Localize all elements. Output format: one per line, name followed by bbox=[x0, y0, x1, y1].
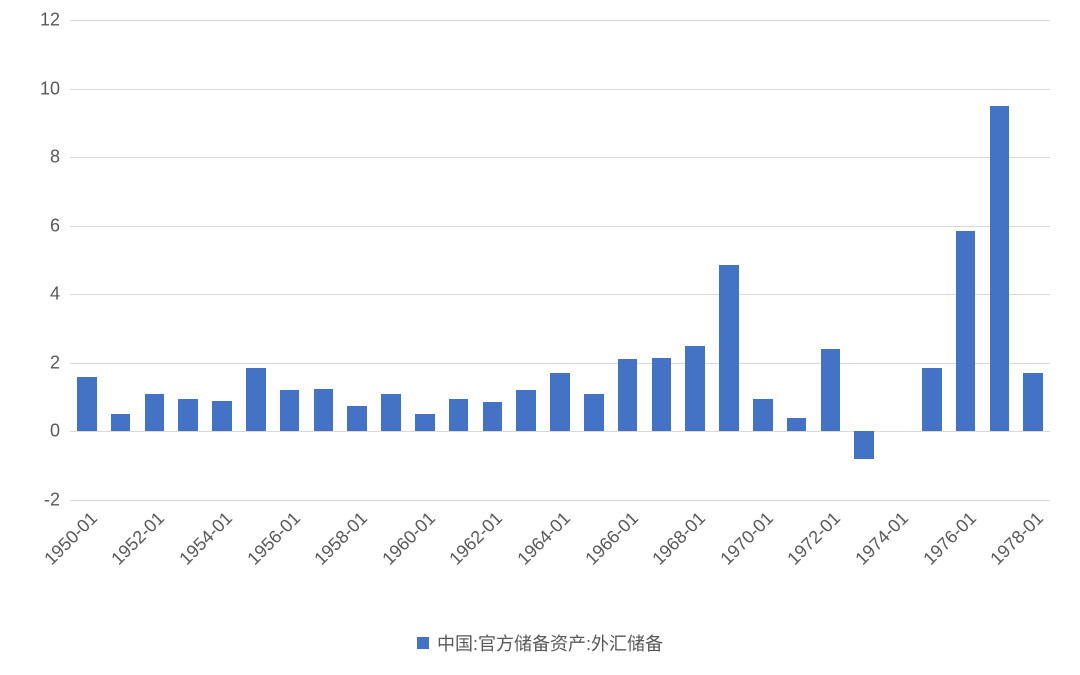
y-tick-label: 12 bbox=[40, 10, 70, 31]
gridline bbox=[70, 294, 1050, 295]
bar bbox=[990, 106, 1010, 432]
y-tick-label: 4 bbox=[50, 284, 70, 305]
bar bbox=[1023, 373, 1043, 431]
bar bbox=[415, 414, 435, 431]
bar bbox=[922, 368, 942, 431]
y-tick-label: 10 bbox=[40, 78, 70, 99]
bar bbox=[347, 406, 367, 432]
bar bbox=[618, 359, 638, 431]
bar bbox=[280, 390, 300, 431]
plot-area: -20246810121950-011952-011954-011956-011… bbox=[70, 20, 1050, 500]
bar-chart: -20246810121950-011952-011954-011956-011… bbox=[0, 0, 1080, 675]
gridline bbox=[70, 431, 1050, 432]
bar bbox=[516, 390, 536, 431]
bar bbox=[111, 414, 131, 431]
y-tick-label: 8 bbox=[50, 147, 70, 168]
bar bbox=[685, 346, 705, 432]
bar bbox=[483, 402, 503, 431]
bar bbox=[753, 399, 773, 432]
y-tick-label: 6 bbox=[50, 215, 70, 236]
bar bbox=[854, 431, 874, 458]
gridline bbox=[70, 500, 1050, 501]
bar bbox=[212, 401, 232, 432]
bar bbox=[550, 373, 570, 431]
y-tick-label: 2 bbox=[50, 352, 70, 373]
bar bbox=[246, 368, 266, 431]
gridline bbox=[70, 89, 1050, 90]
legend: 中国:官方储备资产:外汇储备 bbox=[417, 630, 663, 656]
bar bbox=[956, 231, 976, 432]
bar bbox=[821, 349, 841, 431]
gridline bbox=[70, 157, 1050, 158]
bar bbox=[145, 394, 165, 432]
bar bbox=[314, 389, 334, 432]
legend-label: 中国:官方储备资产:外汇储备 bbox=[437, 630, 663, 656]
y-tick-label: 0 bbox=[50, 421, 70, 442]
legend-swatch bbox=[417, 637, 429, 649]
bar bbox=[449, 399, 469, 432]
bar bbox=[787, 418, 807, 432]
y-tick-label: -2 bbox=[44, 490, 70, 511]
bar bbox=[652, 358, 672, 432]
bar bbox=[719, 265, 739, 431]
gridline bbox=[70, 20, 1050, 21]
bar bbox=[77, 377, 97, 432]
bar bbox=[381, 394, 401, 432]
bar bbox=[178, 399, 198, 432]
bar bbox=[584, 394, 604, 432]
gridline bbox=[70, 363, 1050, 364]
gridline bbox=[70, 226, 1050, 227]
